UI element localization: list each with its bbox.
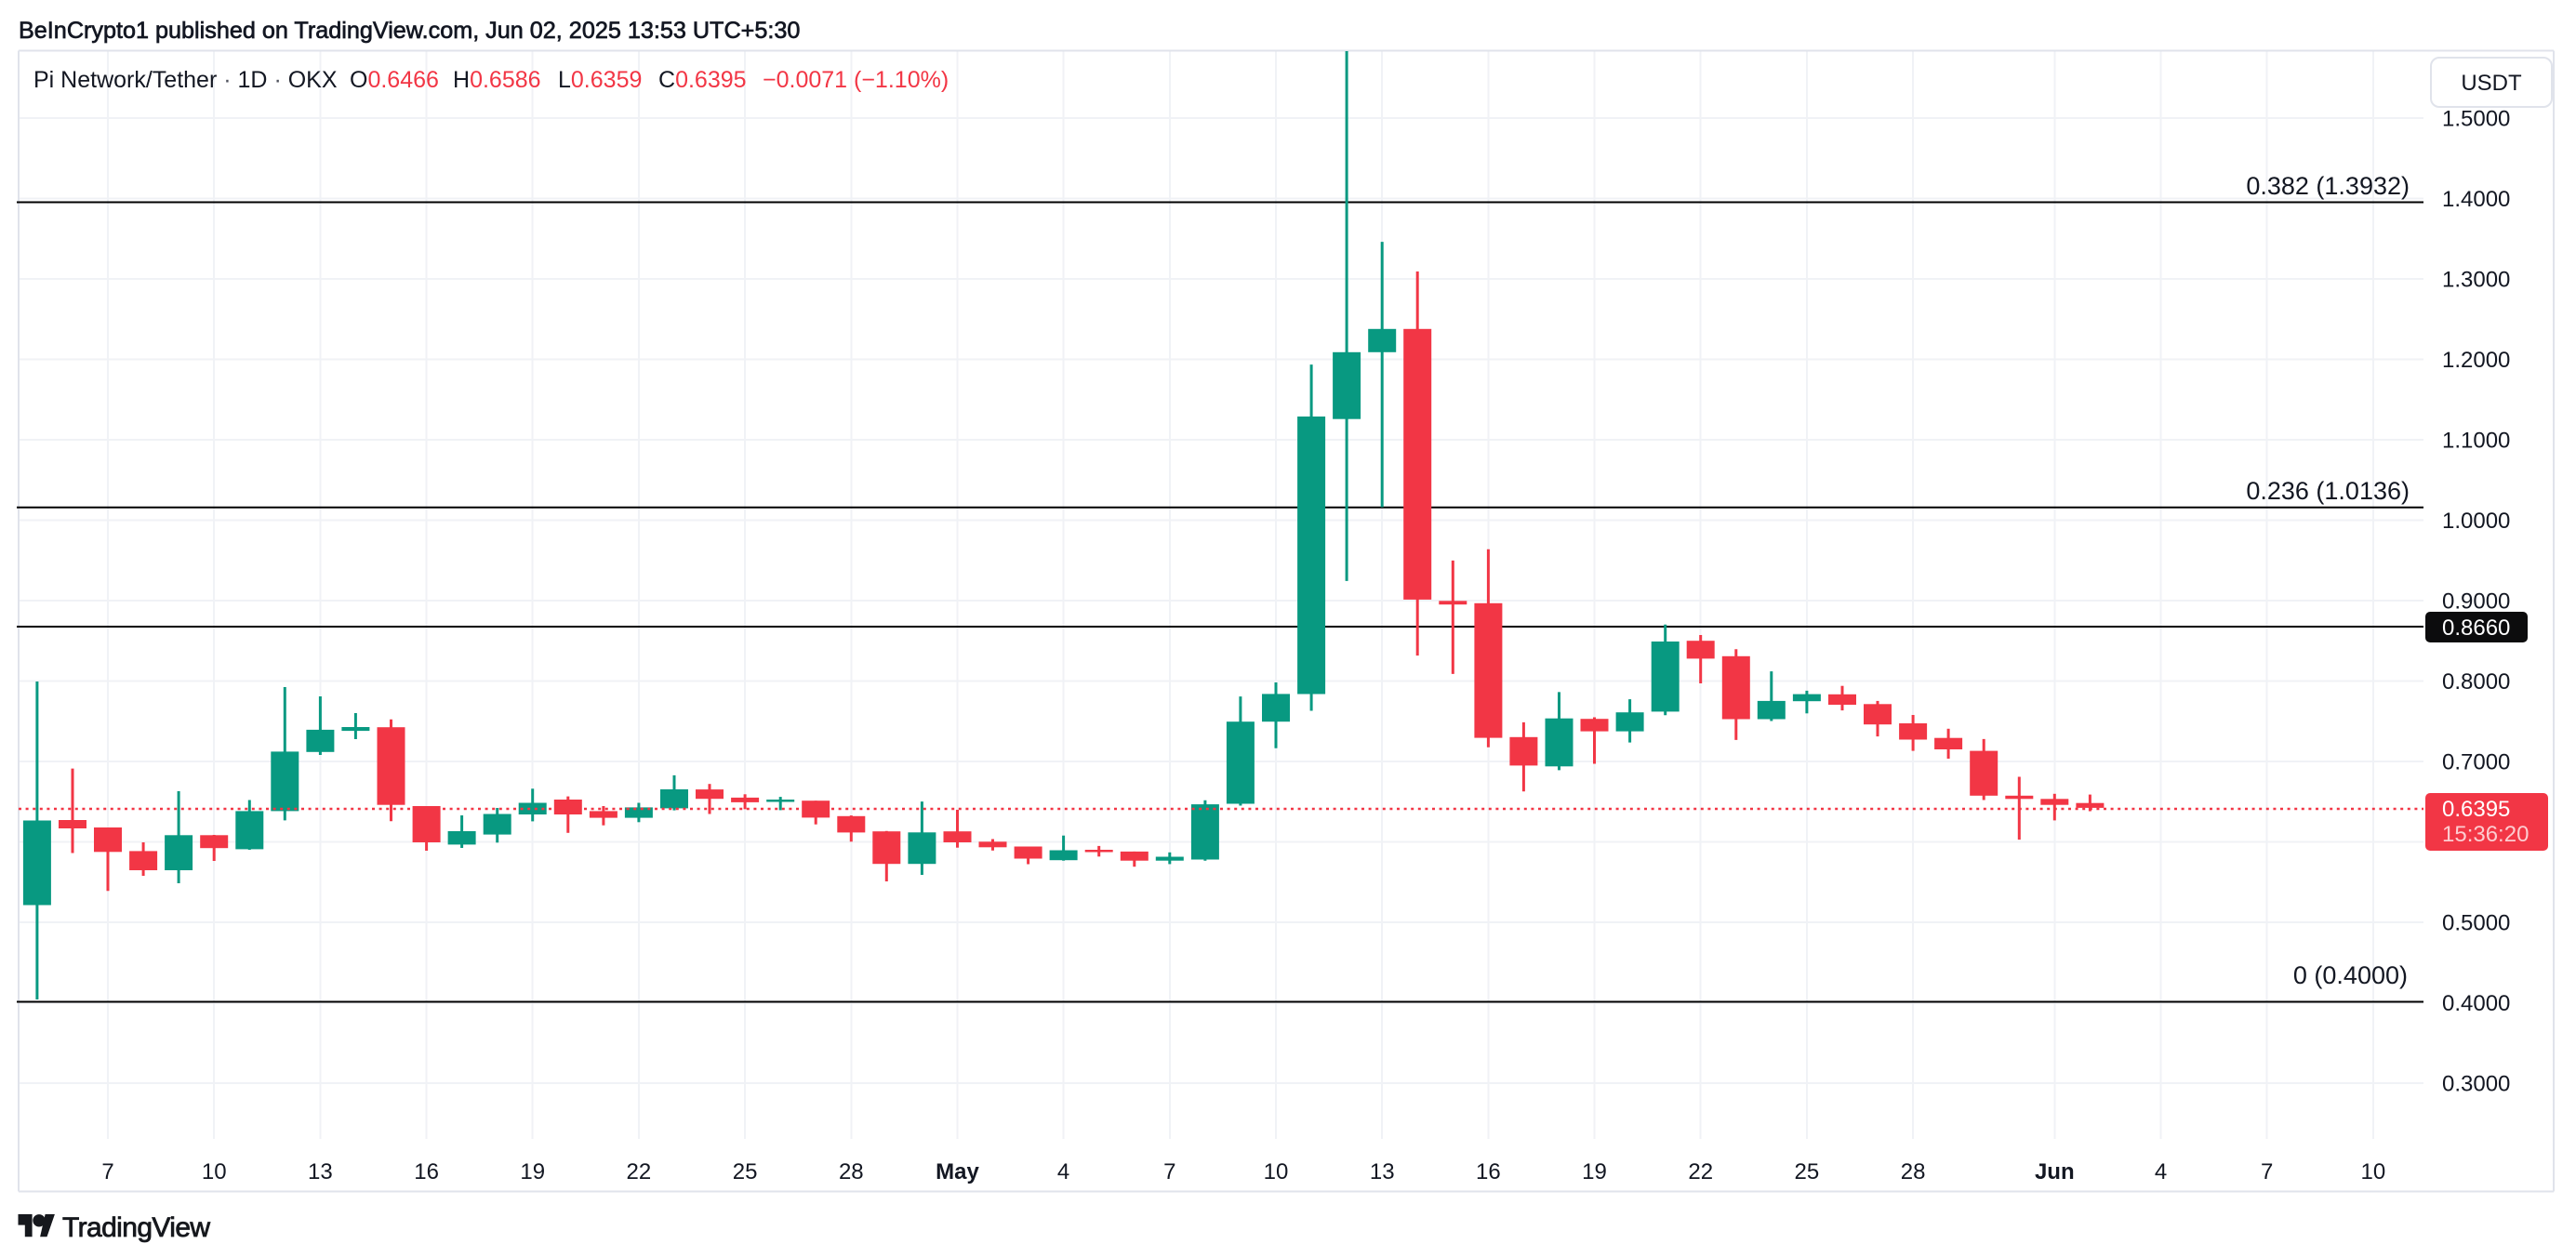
svg-text:0.5000: 0.5000 [2442, 911, 2510, 936]
svg-text:0.236 (1.0136): 0.236 (1.0136) [2246, 477, 2410, 505]
svg-text:13: 13 [1370, 1159, 1395, 1184]
svg-text:0.7000: 0.7000 [2442, 750, 2510, 775]
svg-text:25: 25 [733, 1159, 758, 1184]
svg-text:7: 7 [101, 1159, 113, 1184]
svg-text:BeInCrypto1 published on Tradi: BeInCrypto1 published on TradingView.com… [19, 18, 800, 44]
svg-text:10: 10 [1264, 1159, 1289, 1184]
svg-text:May: May [936, 1159, 979, 1184]
svg-text:28: 28 [839, 1159, 864, 1184]
svg-text:28: 28 [1901, 1159, 1926, 1184]
svg-text:0.4000: 0.4000 [2442, 991, 2510, 1016]
svg-text:0.9000: 0.9000 [2442, 589, 2510, 615]
svg-text:19: 19 [1582, 1159, 1607, 1184]
svg-text:16: 16 [414, 1159, 439, 1184]
svg-text:L0.6359: L0.6359 [558, 67, 642, 93]
svg-text:C0.6395: C0.6395 [658, 67, 747, 93]
svg-text:0.8000: 0.8000 [2442, 669, 2510, 695]
svg-text:1.0000: 1.0000 [2442, 509, 2510, 534]
svg-text:TradingView: TradingView [62, 1212, 210, 1243]
svg-text:16: 16 [1476, 1159, 1501, 1184]
svg-text:USDT: USDT [2461, 71, 2522, 96]
svg-text:0.3000: 0.3000 [2442, 1072, 2510, 1097]
svg-text:1.5000: 1.5000 [2442, 107, 2510, 132]
svg-text:1.3000: 1.3000 [2442, 268, 2510, 293]
svg-text:10: 10 [2361, 1159, 2386, 1184]
svg-text:0.8660: 0.8660 [2442, 615, 2510, 641]
svg-text:13: 13 [308, 1159, 333, 1184]
svg-text:1.2000: 1.2000 [2442, 348, 2510, 373]
svg-text:H0.6586: H0.6586 [453, 67, 541, 93]
svg-text:0.6395: 0.6395 [2442, 797, 2510, 822]
svg-text:25: 25 [1795, 1159, 1820, 1184]
svg-text:0.382 (1.3932): 0.382 (1.3932) [2246, 172, 2410, 200]
svg-text:4: 4 [2155, 1159, 2167, 1184]
svg-text:O0.6466: O0.6466 [350, 67, 439, 93]
svg-text:22: 22 [1688, 1159, 1713, 1184]
svg-text:7: 7 [2261, 1159, 2273, 1184]
svg-text:15:36:20: 15:36:20 [2442, 822, 2529, 847]
svg-text:−0.0071 (−1.10%): −0.0071 (−1.10%) [763, 67, 949, 93]
svg-text:7: 7 [1163, 1159, 1175, 1184]
svg-text:Jun: Jun [2035, 1159, 2075, 1184]
svg-text:1.1000: 1.1000 [2442, 429, 2510, 454]
svg-text:Pi Network/Tether · 1D · OKX: Pi Network/Tether · 1D · OKX [33, 67, 338, 93]
svg-text:22: 22 [627, 1159, 652, 1184]
svg-text:0 (0.4000): 0 (0.4000) [2293, 961, 2408, 989]
svg-text:1.4000: 1.4000 [2442, 187, 2510, 212]
svg-text:10: 10 [202, 1159, 227, 1184]
svg-text:4: 4 [1057, 1159, 1069, 1184]
svg-text:19: 19 [520, 1159, 545, 1184]
